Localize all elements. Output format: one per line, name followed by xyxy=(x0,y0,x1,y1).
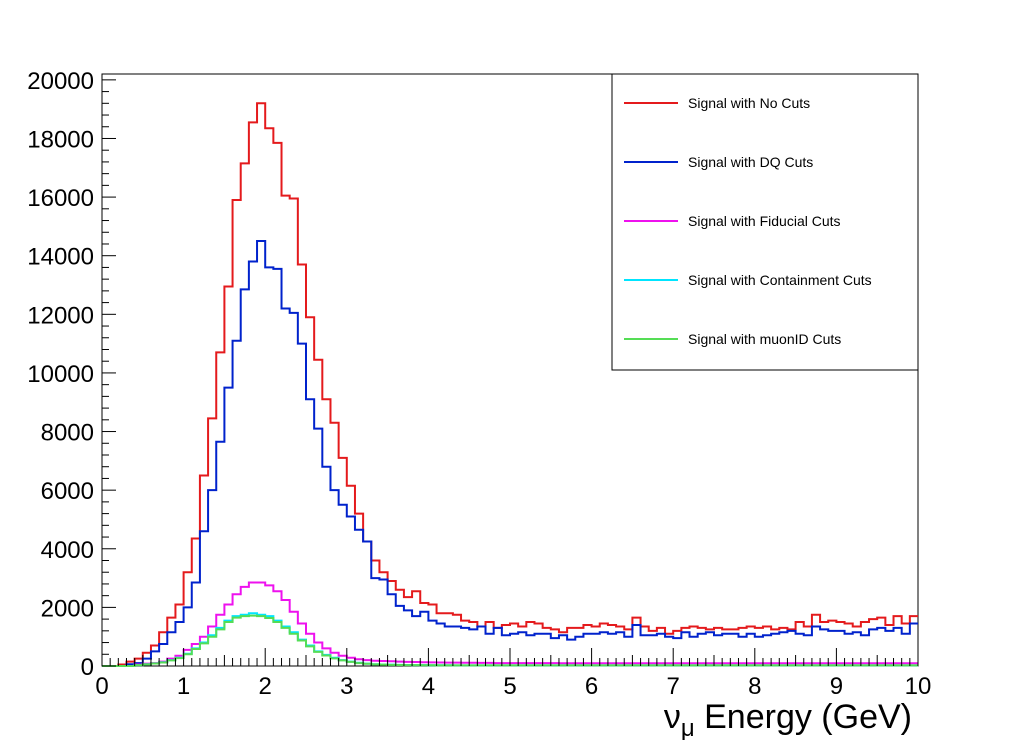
x-tick-label: 3 xyxy=(340,673,353,700)
series-line-2 xyxy=(102,240,918,667)
y-tick-label: 2000 xyxy=(41,595,94,622)
legend-entry: Signal with Containment Cuts xyxy=(688,272,872,288)
legend-entry: Signal with Fiducial Cuts xyxy=(688,213,841,229)
series-line-5 xyxy=(102,614,918,667)
y-tick-label: 0 xyxy=(81,654,94,681)
y-tick-label: 12000 xyxy=(27,302,94,329)
series-layer xyxy=(102,102,918,667)
x-tick-label: 8 xyxy=(748,673,761,700)
y-tick-label: 6000 xyxy=(41,478,94,505)
y-tick-label: 8000 xyxy=(41,420,94,447)
y-tick-label: 16000 xyxy=(27,185,94,212)
x-tick-label: 7 xyxy=(667,673,680,700)
legend-entry: Signal with DQ Cuts xyxy=(688,154,813,170)
x-tick-label: 5 xyxy=(503,673,516,700)
y-tick-label: 10000 xyxy=(27,361,94,388)
x-tick-label: 0 xyxy=(95,673,108,700)
x-axis-title: νμ Energy (GeV) xyxy=(664,698,912,740)
x-tick-label: 4 xyxy=(422,673,435,700)
y-tick-label: 20000 xyxy=(27,68,94,95)
x-axis-title-symbol: ν xyxy=(664,698,681,736)
x-tick-label: 10 xyxy=(905,673,932,700)
y-tick-label: 4000 xyxy=(41,537,94,564)
y-tick-label: 14000 xyxy=(27,244,94,271)
y-tick-label: 18000 xyxy=(27,126,94,153)
legend: Signal with No Cuts Signal with DQ Cuts Si… xyxy=(611,73,919,371)
x-tick-label: 2 xyxy=(259,673,272,700)
axes-layer: 0 1 2 3 4 5 6 7 8 9 10 0 2000 4000 6000 8000 10000 12000 1… xyxy=(27,68,931,700)
legend-entry: Signal with No Cuts xyxy=(688,95,810,111)
x-tick-label: 6 xyxy=(585,673,598,700)
x-axis-title-subscript: μ xyxy=(681,715,695,740)
legend-entry: Signal with muonID Cuts xyxy=(688,331,841,347)
series-line-1 xyxy=(102,102,918,667)
x-tick-label: 1 xyxy=(177,673,190,700)
x-tick-label: 9 xyxy=(830,673,843,700)
x-axis-title-text: Energy (GeV) xyxy=(695,698,912,736)
